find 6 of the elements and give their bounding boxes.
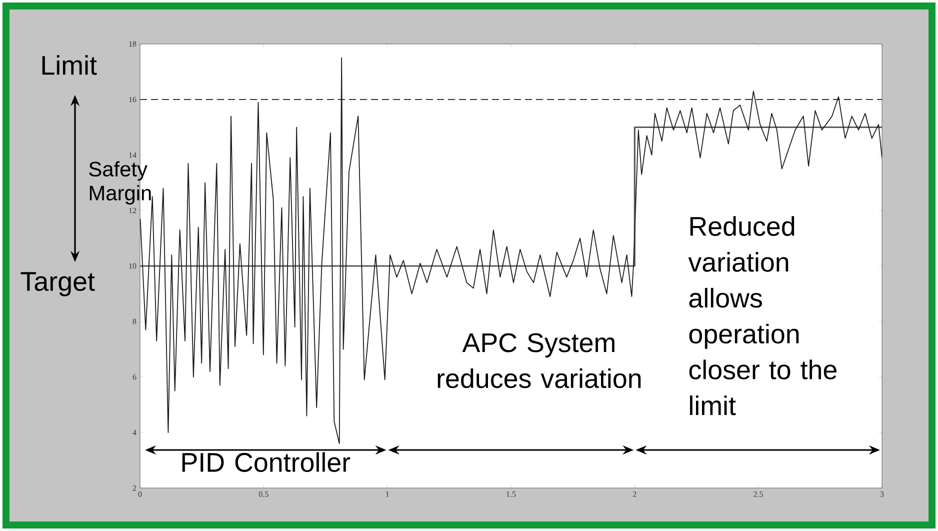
text: Limit (42, 55, 97, 75)
text: Target (20, 272, 95, 296)
annotation: PID Controller (182, 452, 350, 472)
annotation: APC System reduces variation (438, 333, 641, 388)
annotation: Safety Margin (89, 161, 151, 205)
annotation: Reduced variation allows operation closer to the limit (688, 216, 836, 416)
